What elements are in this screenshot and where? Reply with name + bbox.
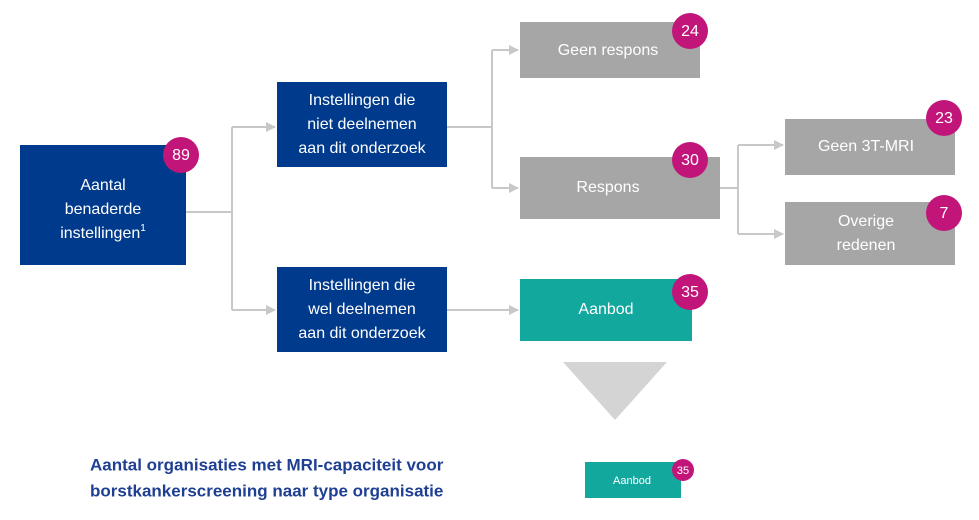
node-label: Aantal (80, 177, 125, 194)
node-label: wel deelnemen (307, 301, 416, 318)
node-box (785, 119, 955, 175)
count: 89 (172, 147, 190, 164)
node: Respons 30 (520, 142, 720, 219)
legend: Aanbod 35 (585, 459, 694, 498)
node-box (277, 267, 447, 352)
node-box (520, 22, 700, 78)
count: 30 (681, 152, 699, 169)
count-badge (926, 195, 962, 231)
node-label: Geen 3T-MRI (818, 138, 914, 155)
node-label: instellingen1 (60, 223, 146, 243)
node-label: instellingen (60, 225, 140, 242)
node-label: niet deelnemen (307, 116, 416, 133)
footer-title: borstkankerscreening naar type organisat… (90, 481, 443, 500)
count-badge (672, 274, 708, 310)
footnote-mark: 1 (140, 223, 146, 234)
count-badge (163, 137, 199, 173)
count-badge (926, 100, 962, 136)
node-box (520, 279, 692, 341)
count-badge (672, 459, 694, 481)
node-label: Geen respons (558, 42, 659, 59)
node-label: Aanbod (578, 301, 633, 318)
footer-title: Aantal organisaties met MRI-capaciteit v… (90, 455, 444, 474)
node-box (277, 82, 447, 167)
node-label: aan dit onderzoek (298, 325, 426, 342)
node-box (20, 145, 186, 265)
count: 24 (681, 23, 699, 40)
node-label: Overige (838, 213, 894, 230)
count: 35 (677, 465, 689, 477)
node-label: benaderde (65, 201, 142, 218)
node-label: redenen (837, 237, 896, 254)
down-arrow (563, 362, 667, 420)
count-badge (672, 13, 708, 49)
connectors (186, 45, 784, 315)
node: Geen respons 24 (520, 13, 708, 78)
node: Aantal benaderde instellingen1 89 (20, 137, 199, 265)
legend-label: Aanbod (613, 475, 651, 487)
count: 35 (681, 284, 699, 301)
node: Overige redenen 7 (785, 195, 962, 265)
node-label: aan dit onderzoek (298, 140, 426, 157)
count-badge (672, 142, 708, 178)
node: Instellingen die niet deelnemen aan dit … (277, 82, 447, 167)
node: Instellingen die wel deelnemen aan dit o… (277, 267, 447, 352)
node: Geen 3T-MRI 23 (785, 100, 962, 175)
legend-box (585, 462, 681, 498)
node-label: Instellingen die (309, 92, 416, 109)
count: 7 (940, 205, 949, 222)
node: Aanbod 35 (520, 274, 708, 341)
node-label: Respons (576, 179, 639, 196)
count: 23 (935, 110, 953, 127)
node-label: Instellingen die (309, 277, 416, 294)
